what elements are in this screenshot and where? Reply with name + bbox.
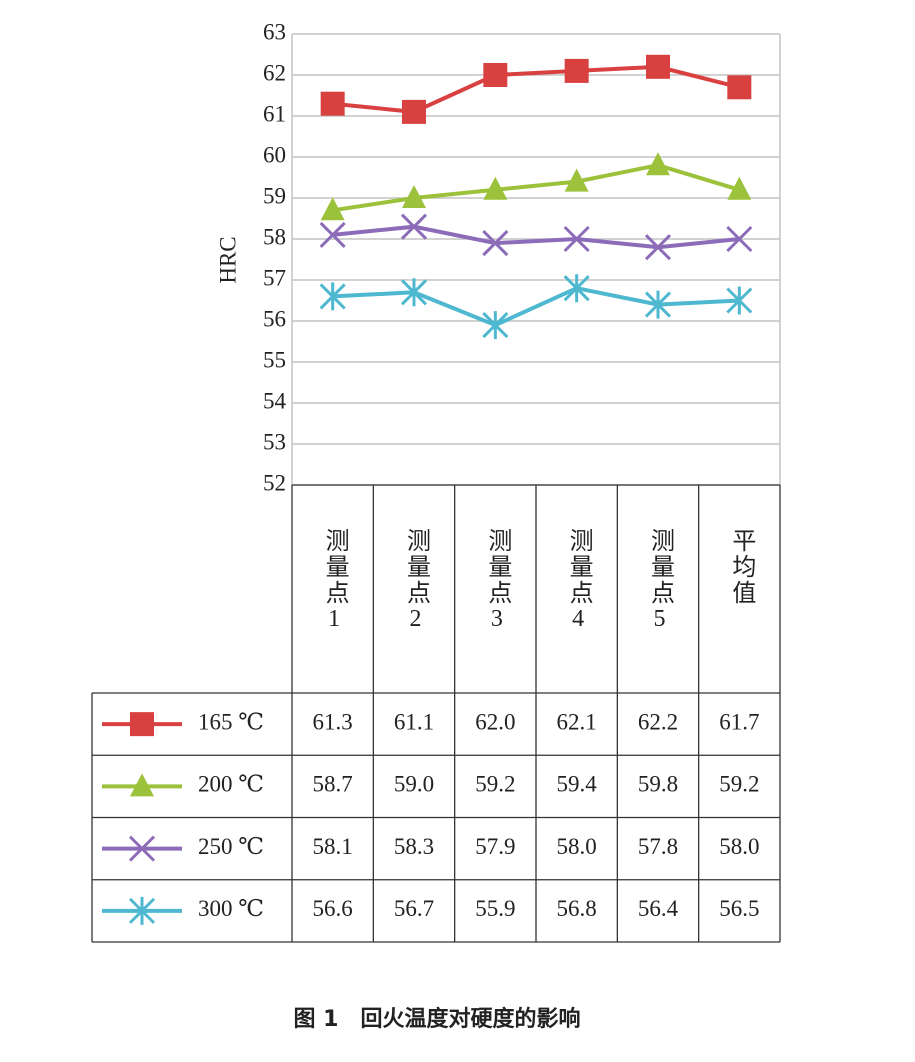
category-label: 测量点5 [646, 528, 674, 634]
marker [482, 311, 509, 340]
y-tick-label: 53 [263, 429, 286, 454]
table-cell: 61.1 [394, 709, 434, 734]
legend-marker [128, 896, 156, 925]
marker [400, 213, 428, 240]
table-cell: 58.0 [557, 834, 597, 859]
y-tick-label: 55 [263, 347, 286, 372]
table-cell: 59.8 [638, 772, 678, 797]
marker [319, 282, 346, 311]
y-tick-label: 63 [263, 19, 286, 44]
marker [483, 176, 508, 200]
y-tick-label: 62 [263, 60, 286, 85]
y-tick-label: 61 [263, 101, 286, 126]
y-tick-label: 54 [263, 388, 287, 413]
marker [644, 290, 672, 319]
legend-label: 200 ℃ [198, 772, 264, 797]
table-cell: 58.3 [394, 834, 434, 859]
table-cell: 57.8 [638, 834, 678, 859]
table-cell: 58.7 [313, 772, 353, 797]
table-cell: 61.7 [719, 709, 759, 734]
series-line [332, 64, 740, 114]
legend-label: 165 ℃ [198, 709, 264, 734]
legend-marker [128, 835, 156, 862]
marker [320, 197, 345, 221]
series-line [332, 224, 740, 250]
legend-marker [130, 712, 154, 737]
marker [644, 234, 672, 261]
marker [400, 278, 428, 307]
y-tick-label: 52 [263, 470, 286, 495]
table-cell: 59.4 [557, 772, 598, 797]
category-label: 测量点3 [484, 528, 512, 634]
y-axis-label: HRC [215, 236, 240, 283]
marker [320, 91, 345, 116]
table-cell: 59.0 [394, 772, 434, 797]
y-tick-label: 59 [263, 183, 286, 208]
marker [727, 75, 752, 100]
marker [563, 274, 590, 303]
legend-marker [130, 773, 154, 797]
series-line [332, 163, 740, 213]
marker [563, 225, 590, 253]
series-line [332, 286, 740, 328]
marker [482, 230, 509, 257]
legend-label: 300 ℃ [198, 896, 264, 921]
table-cell: 62.1 [557, 709, 597, 734]
table-cell: 59.2 [475, 772, 515, 797]
table-cell: 62.2 [638, 709, 678, 734]
table-cell: 55.9 [475, 896, 515, 921]
marker [726, 225, 753, 253]
table-cell: 61.3 [313, 709, 353, 734]
marker [564, 58, 589, 83]
table-cell: 59.2 [719, 772, 759, 797]
table-cell: 56.8 [557, 896, 597, 921]
table-cell: 56.4 [638, 896, 679, 921]
marker [726, 286, 753, 315]
y-tick-label: 60 [263, 142, 286, 167]
table-cell: 62.0 [475, 709, 515, 734]
y-tick-label: 57 [263, 265, 286, 290]
marker [646, 54, 670, 79]
marker [402, 185, 426, 208]
caption: 图 1 回火温度对硬度的影响 [294, 1006, 581, 1032]
legend-label: 250 ℃ [198, 834, 264, 859]
y-tick-label: 58 [263, 224, 286, 249]
table-cell: 57.9 [475, 834, 515, 859]
category-label: 测量点2 [402, 528, 430, 634]
marker [402, 99, 426, 124]
marker [564, 168, 589, 192]
table-cell: 56.5 [719, 896, 759, 921]
table-cell: 58.1 [313, 834, 353, 859]
marker [319, 221, 346, 248]
table-cell: 56.6 [313, 896, 353, 921]
marker [483, 63, 508, 87]
y-tick-label: 56 [263, 306, 286, 331]
table-cell: 58.0 [719, 834, 759, 859]
category-label: 测量点4 [565, 528, 593, 634]
category-label: 平均值 [728, 528, 756, 606]
marker [727, 176, 752, 200]
marker [646, 152, 670, 176]
table-cell: 56.7 [394, 896, 434, 921]
category-label: 测量点1 [321, 528, 349, 634]
